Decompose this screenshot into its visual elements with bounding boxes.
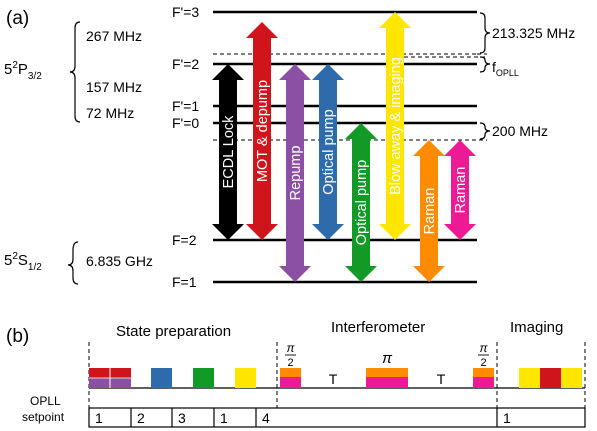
opll-label-1: OPLL xyxy=(30,394,61,408)
section-dividers xyxy=(88,342,586,408)
pulse-red-2 xyxy=(110,368,131,378)
label-f1: F=1 xyxy=(172,274,197,290)
pulse-orange-2 xyxy=(366,368,408,377)
pulse-magenta-3 xyxy=(473,377,494,388)
arrow-label-2: MOT & depump xyxy=(255,80,271,182)
setpoint-box xyxy=(88,407,586,428)
pulse-orange-3 xyxy=(473,368,494,377)
bracket-s12 xyxy=(67,241,79,285)
bracket-fopll xyxy=(479,56,491,73)
pulse-yellow-img-1 xyxy=(519,368,540,388)
section-interferometer: Interferometer xyxy=(331,319,425,336)
arrow-label-3: Repump xyxy=(288,146,304,201)
svg-text:2: 2 xyxy=(480,357,486,369)
pi-full: π xyxy=(382,350,393,367)
bracket-200 xyxy=(479,122,491,140)
pulse-purple-1 xyxy=(89,378,110,388)
splitting-200: 200 MHz xyxy=(492,123,548,139)
arrow-label-5: Optical pump xyxy=(354,160,370,245)
arrow-label-1: ECDL Lock xyxy=(221,115,237,189)
pi-half-1: π 2 xyxy=(285,341,296,369)
arrow-1 xyxy=(212,64,244,240)
arrow-4 xyxy=(312,64,344,240)
svg-text:π: π xyxy=(479,341,488,355)
splitting-fopll: fOPLL xyxy=(492,59,519,78)
right-brackets xyxy=(479,12,491,140)
bracket-p32 xyxy=(69,21,81,123)
arrow-label-4: Optical pump xyxy=(321,109,337,194)
arrow-label-6: Blow away & imaging xyxy=(388,57,404,195)
arrow-label-7: Raman xyxy=(422,188,438,235)
transition-arrows: ECDL Lock MOT & depump Repump Optical pump O… xyxy=(212,12,476,282)
splitting-213: 213.325 MHz xyxy=(492,25,575,41)
setpoint-3: 3 xyxy=(178,410,186,426)
setpoint-1: 1 xyxy=(95,410,103,426)
label-f0p: F'=0 xyxy=(172,115,199,131)
pulse-magenta-2 xyxy=(366,377,408,388)
setpoint-4: 1 xyxy=(220,410,228,426)
splitting-157: 157 MHz xyxy=(86,79,142,95)
pulse-blue xyxy=(151,368,172,388)
pulse-labels: π 2 π π 2 T T xyxy=(285,341,489,387)
setpoint-6: 1 xyxy=(503,410,511,426)
bracket-213 xyxy=(479,12,491,54)
pulse-red-img xyxy=(540,368,561,388)
left-brackets xyxy=(67,21,81,285)
pulse-green xyxy=(193,368,214,388)
svg-text:π: π xyxy=(286,341,295,355)
arrow-label-8: Raman xyxy=(453,167,469,214)
setpoint-5: 4 xyxy=(262,410,270,426)
splitting-6835: 6.835 GHz xyxy=(86,253,153,269)
section-imaging: Imaging xyxy=(510,319,563,336)
pulse-red-1 xyxy=(89,368,110,378)
splitting-72: 72 MHz xyxy=(86,105,134,121)
pulse-yellow-img-2 xyxy=(561,368,582,388)
setpoint-2: 2 xyxy=(137,410,145,426)
arrow-7 xyxy=(413,140,445,282)
label-f2: F=2 xyxy=(172,232,197,248)
setpoint-row: 1 2 3 1 4 1 xyxy=(88,407,586,428)
label-f1p: F'=1 xyxy=(172,98,199,114)
label-f3: F'=3 xyxy=(172,4,199,20)
wait-t-1: T xyxy=(329,371,338,387)
arrow-2 xyxy=(246,22,278,240)
pulse-magenta-1 xyxy=(280,377,301,388)
state-s12: 52S1/2 xyxy=(4,251,42,273)
arrow-5 xyxy=(345,123,377,282)
wait-t-2: T xyxy=(437,371,446,387)
section-state-prep: State preparation xyxy=(116,323,231,340)
pulse-sequence xyxy=(89,368,582,388)
arrow-8 xyxy=(444,140,476,240)
splitting-267: 267 MHz xyxy=(86,28,142,44)
panel-a-label: (a) xyxy=(6,8,29,29)
pi-half-2: π 2 xyxy=(478,341,489,369)
pulse-orange-1 xyxy=(280,368,301,377)
pulse-yellow-prep xyxy=(235,368,256,388)
state-p32: 52P3/2 xyxy=(4,60,42,82)
arrow-3 xyxy=(279,64,311,282)
label-f2p: F'=2 xyxy=(172,56,199,72)
level-labels: F'=3 F'=2 F'=1 F'=0 F=2 F=1 xyxy=(172,4,199,290)
svg-text:2: 2 xyxy=(287,357,293,369)
panel-b-label: (b) xyxy=(6,326,29,347)
pulse-purple-2 xyxy=(110,378,131,388)
arrow-6 xyxy=(379,12,411,240)
opll-label-2: setpoint xyxy=(22,410,65,424)
